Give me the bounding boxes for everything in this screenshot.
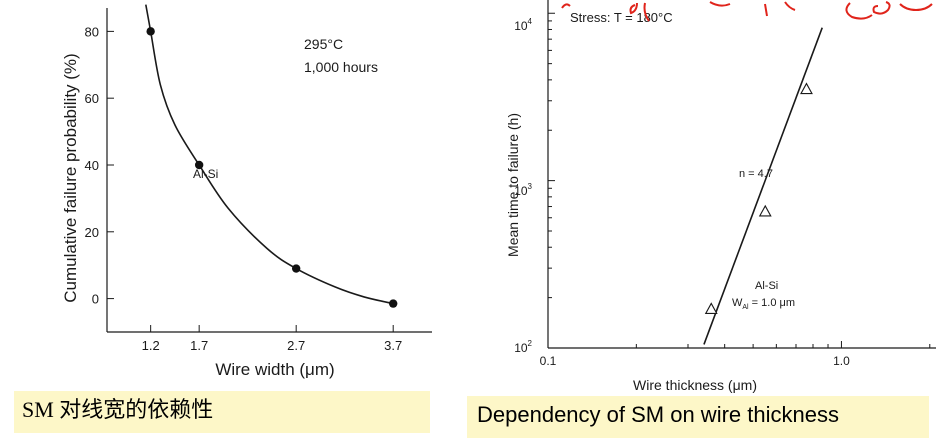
caption-right: Dependency of SM on wire thickness	[467, 396, 929, 438]
left-data-points	[146, 27, 398, 308]
right-n-annotation: n = 4.7	[739, 168, 773, 180]
right-data-point	[704, 302, 718, 314]
right-stress-annotation: Stress: T = 180°C	[570, 10, 673, 25]
right-x-tick-label: 1.0	[833, 354, 850, 368]
left-y-tick-label: 20	[85, 225, 99, 240]
left-chart: 0 20 40 60 80 1.2 1.7 2.7 3.7 Cumulative failure…	[61, 4, 432, 379]
left-data-point	[388, 299, 398, 308]
right-width-annotation: WAl = 1.0 μm	[732, 297, 795, 311]
right-chart-panel: 0.1 1.0 104 103 102 Mean time to failure …	[470, 0, 936, 395]
left-y-tick-label: 0	[92, 292, 99, 307]
left-data-point	[146, 27, 155, 36]
left-x-tick-label: 1.2	[142, 338, 160, 353]
right-data-point	[800, 82, 813, 95]
left-y-tick-label: 80	[85, 24, 99, 39]
left-data-point	[291, 264, 301, 273]
right-y-tick-10-4: 104	[514, 17, 532, 33]
left-y-tick-label: 60	[85, 91, 99, 106]
left-chart-panel: 0 20 40 60 80 1.2 1.7 2.7 3.7 Cumulative failure…	[0, 0, 450, 385]
right-y-axis-label: Mean time to failure (h)	[505, 113, 521, 257]
caption-left: SM 对线宽的依赖性	[14, 391, 430, 433]
right-ticks: 0.1 1.0	[540, 12, 931, 368]
red-handwriting-scribble	[561, 1, 933, 22]
right-series-label: Al-Si	[755, 280, 778, 292]
left-ticks: 0 20 40 60 80 1.2 1.7 2.7 3.7	[85, 24, 403, 353]
right-data-point	[758, 204, 772, 217]
left-axes	[106, 8, 432, 333]
left-x-axis-label: Wire width (μm)	[215, 360, 334, 379]
left-annotation-time: 1,000 hours	[304, 59, 378, 75]
left-fit-curve	[145, 4, 394, 305]
left-y-tick-label: 40	[85, 158, 99, 173]
left-x-tick-label: 1.7	[190, 338, 208, 353]
left-x-tick-label: 3.7	[384, 338, 402, 353]
right-chart: 0.1 1.0 104 103 102 Mean time to failure …	[505, 0, 936, 393]
right-y-tick-10-3: 103	[514, 182, 532, 198]
right-x-tick-label: 0.1	[540, 354, 557, 368]
right-x-axis-label: Wire thickness (μm)	[633, 377, 757, 393]
right-fit-line	[703, 27, 823, 345]
right-y-tick-10-2: 102	[514, 339, 532, 355]
right-axes	[547, 0, 936, 349]
left-data-point	[194, 160, 204, 170]
left-x-tick-label: 2.7	[287, 338, 305, 353]
right-data-points	[704, 82, 813, 314]
left-y-axis-label: Cumulative failure probability (%)	[61, 53, 80, 302]
left-annotation-temp: 295°C	[304, 36, 343, 52]
left-series-label: Al-Si	[193, 167, 218, 181]
